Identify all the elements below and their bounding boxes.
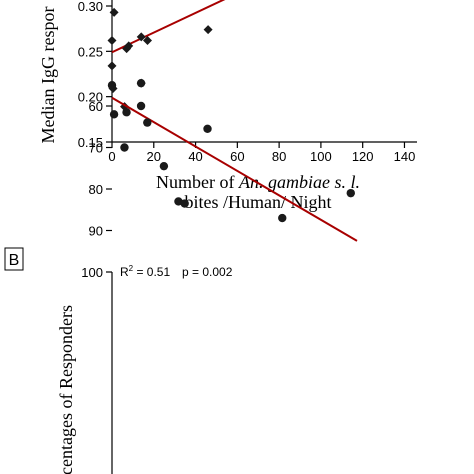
panel-b-label: B <box>9 252 20 269</box>
data-point <box>143 118 152 127</box>
panel-a-x-tick-label: 60 <box>230 149 244 164</box>
panel-b-y-tick-label: 80 <box>89 182 103 197</box>
panel-a-x-tick-label: 20 <box>147 149 161 164</box>
panel-b-y-tick-label: 70 <box>89 141 103 156</box>
data-point <box>203 25 213 35</box>
panel-a-x-tick-label: 120 <box>352 149 374 164</box>
x-label-prefix: Number of <box>156 172 239 192</box>
panel-a-x-ticks: 0 20 40 60 80 100 120 140 <box>108 142 415 164</box>
panel-a-x-axis-label-line1: Number of An. gambiae s. l. <box>156 172 360 192</box>
panel-a-x-tick-label: 40 <box>188 149 202 164</box>
panel-b-trend-line <box>111 96 358 242</box>
panel-b-r2-annotation: R2 = 0.51 <box>120 264 170 279</box>
data-point <box>124 41 134 51</box>
panel-b-p-annotation: p = 0.002 <box>182 265 233 279</box>
r2-label: R <box>120 265 129 279</box>
data-point <box>203 124 212 134</box>
data-point <box>107 35 117 45</box>
data-point <box>159 161 169 171</box>
panel-b-y-tick-label: 60 <box>89 99 103 114</box>
panel-b-y-ticks: 60 70 80 90 100 <box>81 99 112 280</box>
x-label-species: An. gambiae s. l. <box>238 172 360 192</box>
panel-a-x-tick-label: 140 <box>394 149 416 164</box>
data-point <box>180 199 189 208</box>
panel-a-x-tick-label: 0 <box>108 149 115 164</box>
r2-superscript: 2 <box>129 264 134 273</box>
panel-a-y-ticks: 0.15 0.20 0.25 0.30 <box>78 0 112 150</box>
panel-b-y-tick-label: 100 <box>81 265 103 280</box>
panel-a-x-tick-label: 100 <box>310 149 332 164</box>
data-point <box>136 101 146 111</box>
r2-value: = 0.51 <box>133 265 170 279</box>
data-point <box>107 61 117 71</box>
panel-b-y-axis-label: centages of Responders <box>56 305 76 474</box>
panel-a-points <box>107 7 213 112</box>
panel-a-y-axis-label: Median IgG respor <box>38 7 58 144</box>
panel-b-y-tick-label: 90 <box>89 224 103 239</box>
panel-a-x-axis-label-line2: bites /Human/ Night <box>185 192 332 212</box>
panel-a-y-tick-label: 0.30 <box>78 0 103 14</box>
data-point <box>136 32 146 42</box>
panel-a-x-tick-label: 80 <box>272 149 286 164</box>
panel-b-chart: B 60 70 80 90 100 R2 = 0.51 p = 0.002 centag… <box>4 78 358 474</box>
data-point <box>122 108 131 117</box>
panel-a-y-tick-label: 0.25 <box>78 44 103 59</box>
data-point <box>109 7 119 17</box>
panel-a-trend-line <box>111 0 226 54</box>
data-point <box>278 213 287 223</box>
panel-a-y-tick-label: 0.20 <box>78 90 103 105</box>
data-point <box>143 35 153 45</box>
panel-b-points <box>107 78 355 223</box>
data-point <box>346 188 355 198</box>
data-point <box>136 78 146 88</box>
panel-a-y-tick-label: 0.15 <box>78 135 103 150</box>
data-point <box>120 143 129 152</box>
data-point <box>107 81 117 90</box>
panel-b-label-box <box>4 247 24 271</box>
data-point <box>109 110 119 119</box>
